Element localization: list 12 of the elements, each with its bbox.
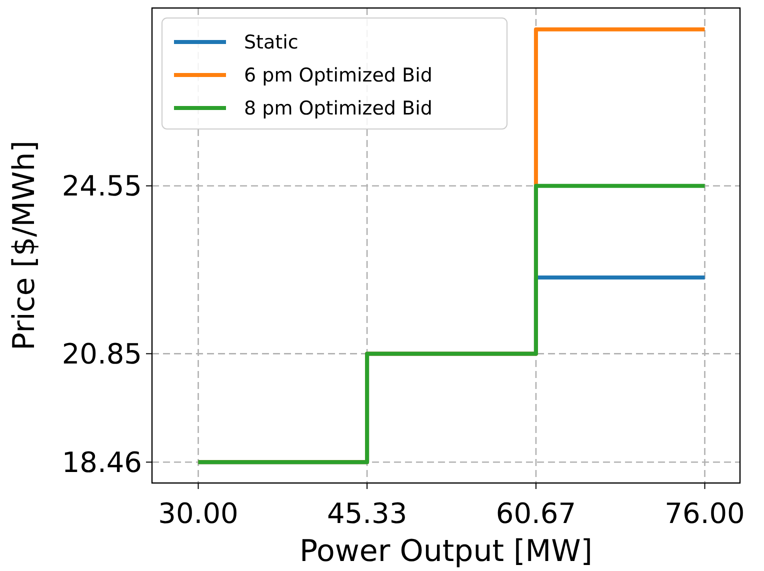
x-tick-label: 60.67: [496, 497, 576, 530]
y-tick-label: 24.55: [62, 170, 142, 203]
y-axis-title: Price [$/MWh]: [7, 140, 42, 350]
x-tick-label: 45.33: [326, 497, 408, 530]
y-tick-label: 20.85: [62, 338, 142, 370]
x-tick-label: 76.00: [664, 497, 745, 530]
x-tick-label: 30.00: [158, 497, 238, 530]
legend-label: Static: [244, 32, 298, 54]
y-tick-label: 18.46: [62, 446, 142, 479]
legend-label: 6 pm Optimized Bid: [244, 64, 432, 87]
x-axis-title: Power Output [MW]: [300, 534, 592, 569]
legend-label: 8 pm Optimized Bid: [244, 98, 432, 120]
